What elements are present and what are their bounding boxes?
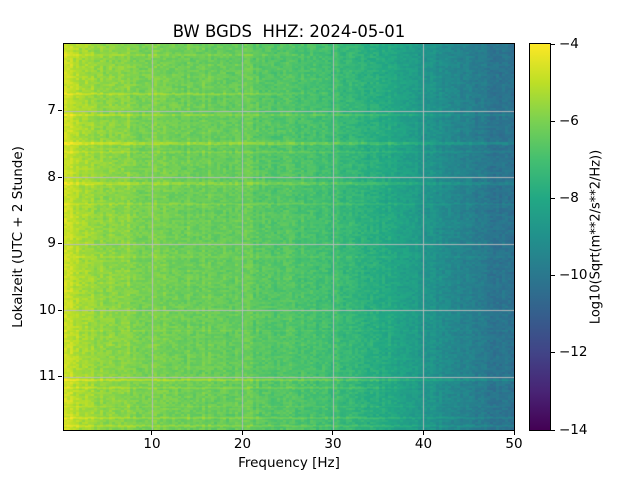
x-tick-mark — [151, 431, 153, 435]
colorbar-tick-mark — [551, 429, 555, 431]
colorbar-tick-mark — [551, 43, 555, 45]
y-tick-mark — [58, 110, 62, 112]
x-tick-mark — [422, 431, 424, 435]
colorbar-gradient — [530, 44, 550, 430]
colorbar-tick-mark — [551, 120, 555, 122]
colorbar-tick-label: −6 — [559, 112, 579, 129]
y-tick-label: 10 — [38, 301, 56, 318]
spectrogram-heatmap — [64, 44, 514, 430]
colorbar-tick-label: −12 — [559, 344, 588, 361]
colorbar-label: Log10(Sqrt(m**2/s**2/Hz)) — [588, 149, 604, 325]
colorbar-tick-label: −14 — [559, 421, 588, 438]
colorbar-tick-label: −4 — [559, 35, 579, 52]
colorbar-tick-label: −10 — [559, 267, 588, 284]
x-tick-mark — [332, 431, 334, 435]
x-tick-label: 10 — [143, 436, 161, 452]
y-tick-label: 7 — [47, 102, 56, 119]
x-tick-label: 20 — [233, 436, 252, 452]
x-tick-mark — [513, 431, 515, 435]
colorbar-tick-mark — [551, 197, 555, 199]
y-tick-label: 8 — [47, 168, 56, 185]
y-tick-mark — [58, 243, 62, 245]
y-tick-mark — [58, 309, 62, 311]
y-tick-mark — [58, 376, 62, 378]
x-tick-mark — [241, 431, 243, 435]
colorbar-tick-label: −8 — [559, 189, 579, 206]
x-tick-label: 30 — [324, 436, 342, 452]
x-tick-label: 40 — [414, 436, 433, 452]
colorbar-tick-mark — [551, 352, 555, 354]
x-tick-label: 50 — [505, 436, 523, 452]
chart-title: BW BGDS HHZ: 2024-05-01 — [172, 22, 406, 41]
y-tick-mark — [58, 176, 62, 178]
colorbar — [529, 43, 551, 431]
y-tick-label: 9 — [47, 235, 56, 252]
plot-area — [63, 43, 515, 431]
y-tick-label: 11 — [38, 368, 56, 385]
colorbar-tick-mark — [551, 275, 555, 277]
x-axis-label: Frequency [Hz] — [238, 455, 340, 471]
